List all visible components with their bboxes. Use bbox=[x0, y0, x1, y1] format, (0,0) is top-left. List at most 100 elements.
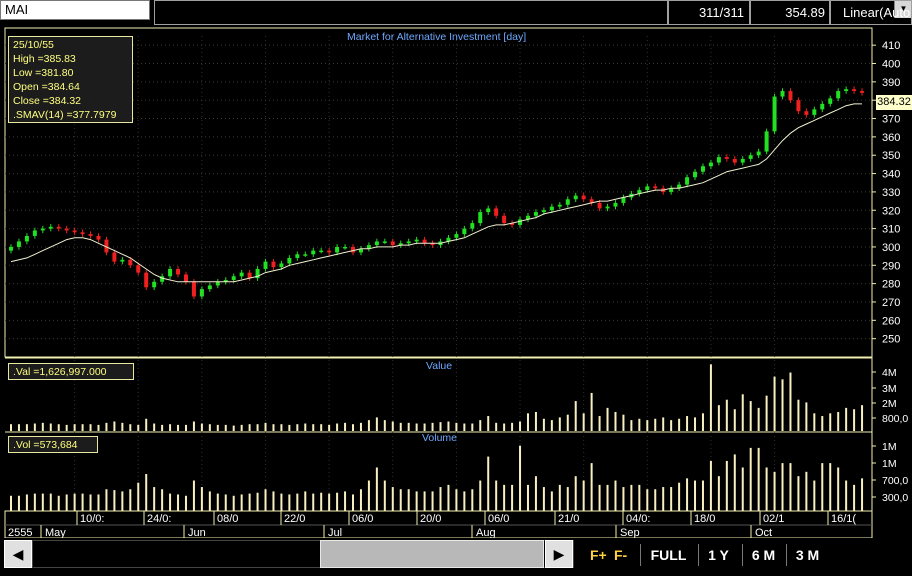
value-bar bbox=[208, 424, 211, 431]
date-label: 24/0: bbox=[147, 513, 171, 525]
volume-bar bbox=[33, 493, 36, 511]
value-bar bbox=[526, 413, 529, 431]
candle-body bbox=[621, 197, 626, 203]
value-legend: .Val =1,626,997.000 bbox=[8, 363, 134, 380]
value-bar bbox=[701, 413, 704, 431]
volume-legend: .Vol =573,684 bbox=[8, 436, 98, 453]
candle-body bbox=[128, 259, 133, 266]
volume-pane-title: Volume bbox=[422, 432, 458, 444]
volume-bar bbox=[57, 495, 60, 511]
value-bar bbox=[558, 417, 561, 431]
value-bar bbox=[192, 421, 195, 431]
volume-bar bbox=[670, 487, 673, 511]
value-bar bbox=[105, 422, 108, 431]
value-bar bbox=[81, 424, 84, 431]
candle-body bbox=[454, 234, 459, 238]
volume-bar bbox=[725, 460, 728, 511]
value-legend-text: .Val =1,626,997.000 bbox=[13, 366, 107, 378]
value-bar bbox=[17, 424, 20, 431]
value-bar bbox=[471, 423, 474, 431]
range-3m-button[interactable]: 3 M bbox=[786, 544, 828, 566]
candle-body bbox=[494, 208, 499, 216]
scroll-thumb[interactable] bbox=[320, 540, 544, 568]
volume-bar bbox=[216, 493, 219, 511]
candle-body bbox=[836, 91, 841, 99]
symbol-input[interactable]: MAI ▼ bbox=[0, 0, 912, 20]
value-pane-title: Value bbox=[426, 360, 453, 372]
range-6m-button[interactable]: 6 M bbox=[742, 544, 784, 566]
date-label: 22/0 bbox=[284, 513, 305, 525]
value-bar bbox=[328, 424, 331, 431]
legend-sma: .SMAV(14) =377.7979 bbox=[13, 109, 117, 121]
candle-body bbox=[820, 103, 825, 110]
scale-mode-select[interactable]: Linear(Auto bbox=[830, 0, 912, 25]
volume-bar bbox=[765, 467, 768, 511]
price-pane-border bbox=[4, 27, 873, 358]
range-full-button[interactable]: FULL bbox=[640, 544, 696, 566]
volume-bar bbox=[73, 493, 76, 511]
volume-bar bbox=[391, 487, 394, 511]
value-bar bbox=[686, 416, 689, 431]
candle-body bbox=[812, 109, 817, 115]
range-1y-button[interactable]: 1 Y bbox=[698, 544, 738, 566]
volume-bar bbox=[733, 454, 736, 511]
value-bar bbox=[717, 405, 720, 431]
candle-body bbox=[343, 246, 348, 249]
candle-body bbox=[247, 272, 252, 279]
volume-bar bbox=[471, 489, 474, 511]
price-tick-label: 350 bbox=[882, 150, 900, 162]
volume-bar bbox=[550, 491, 553, 511]
chart-canvas[interactable]: 4104003903803703603503403303203103002902… bbox=[0, 26, 912, 538]
value-tick-label: 3M bbox=[882, 383, 897, 395]
toolbar-blank-cell bbox=[154, 0, 668, 25]
volume-bar bbox=[248, 493, 251, 511]
chevron-down-icon[interactable]: ▼ bbox=[894, 0, 912, 18]
value-tick-label: 4M bbox=[882, 367, 897, 379]
value-bar bbox=[240, 424, 243, 431]
value-bar bbox=[272, 424, 275, 431]
scroll-right-button[interactable]: ▶ bbox=[545, 540, 573, 568]
current-price-tag: 384.32 bbox=[876, 95, 912, 110]
volume-bar bbox=[153, 487, 156, 511]
candle-body bbox=[382, 241, 387, 243]
candle-body bbox=[605, 206, 610, 209]
scroll-left-button[interactable]: ◀ bbox=[4, 540, 32, 568]
candle-body bbox=[804, 111, 809, 115]
volume-bar bbox=[431, 491, 434, 511]
candle-body bbox=[525, 215, 530, 220]
price-tick-label: 340 bbox=[882, 169, 900, 181]
candle-body bbox=[700, 166, 705, 172]
candle-body bbox=[549, 206, 554, 211]
candle-body bbox=[72, 230, 77, 233]
candle-body bbox=[740, 158, 745, 163]
value-bar bbox=[288, 424, 291, 431]
value-bar bbox=[495, 422, 498, 431]
value-bar bbox=[455, 422, 458, 431]
value-bar bbox=[447, 421, 450, 431]
font-increase-button[interactable]: F+ bbox=[590, 547, 607, 563]
volume-bar bbox=[280, 493, 283, 511]
value-bar bbox=[709, 364, 712, 431]
value-bar bbox=[336, 423, 339, 431]
value-bar bbox=[773, 376, 776, 431]
candle-body bbox=[533, 212, 538, 216]
value-bar bbox=[359, 422, 362, 431]
month-label: May bbox=[45, 527, 66, 538]
volume-bar bbox=[367, 480, 370, 511]
candle-body bbox=[160, 276, 165, 282]
font-decrease-button[interactable]: F- bbox=[614, 547, 628, 563]
value-bar bbox=[741, 394, 744, 431]
candle-body bbox=[502, 215, 507, 224]
candle-body bbox=[645, 186, 650, 191]
candle-body bbox=[581, 195, 586, 200]
value-bar bbox=[630, 420, 633, 431]
value-bar bbox=[590, 392, 593, 431]
candle-body bbox=[772, 96, 777, 132]
value-bar bbox=[789, 372, 792, 431]
volume-bar bbox=[773, 471, 776, 511]
volume-bar bbox=[519, 445, 522, 511]
candle-body bbox=[144, 272, 149, 288]
candle-body bbox=[677, 184, 682, 189]
volume-bar bbox=[638, 484, 641, 511]
volume-bar bbox=[256, 492, 259, 511]
